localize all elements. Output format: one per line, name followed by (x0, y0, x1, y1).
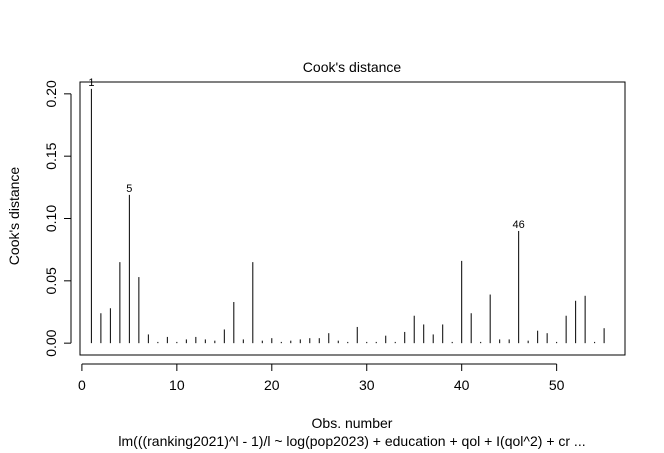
x-axis-label: Obs. number (312, 415, 393, 431)
x-tick-label-50: 50 (549, 377, 565, 393)
subtitle-formula: lm(((ranking2021)^l - 1)/l ~ log(pop2023… (118, 433, 585, 449)
y-tick-label-0.00: 0.00 (43, 329, 59, 356)
x-tick-label-30: 30 (359, 377, 375, 393)
y-axis-label: Cook's distance (6, 167, 22, 266)
y-tick-label-0.10: 0.10 (43, 205, 59, 232)
y-tick-label-0.20: 0.20 (43, 80, 59, 107)
point-label-1: 1 (88, 77, 94, 89)
plot-box (79, 81, 626, 356)
x-tick-label-40: 40 (454, 377, 470, 393)
point-label-5: 5 (126, 183, 132, 195)
bars-group (90, 88, 605, 344)
y-tick-label-0.05: 0.05 (43, 267, 59, 294)
point-label-46: 46 (513, 219, 525, 231)
x-axis: 0 10 20 30 40 50 (78, 363, 565, 393)
x-tick-label-0: 0 (78, 377, 86, 393)
x-tick-label-20: 20 (264, 377, 280, 393)
y-tick-label-0.15: 0.15 (43, 142, 59, 169)
x-tick-label-10: 10 (169, 377, 185, 393)
y-axis: 0.00 0.05 0.10 0.15 0.20 (43, 80, 72, 357)
chart-title: Cook's distance (303, 59, 402, 75)
